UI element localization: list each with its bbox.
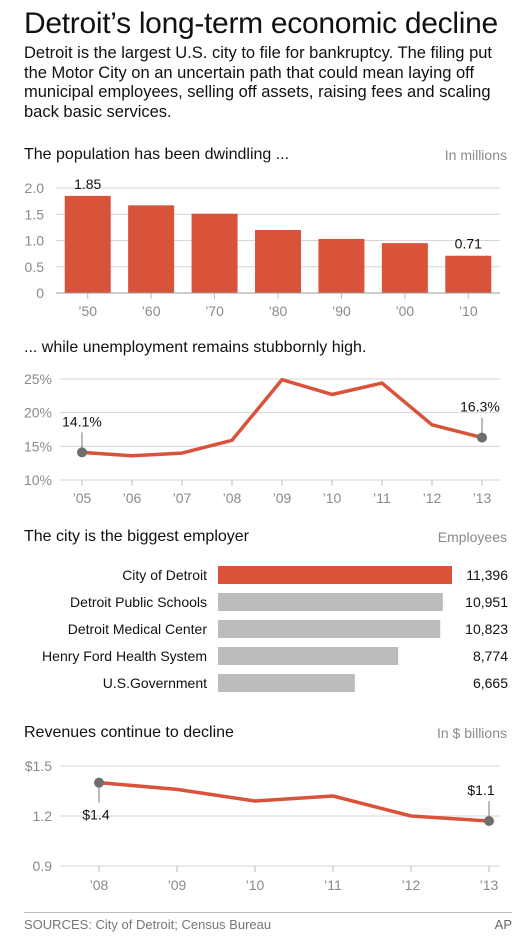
y-tick-label: 0.9 <box>33 858 53 874</box>
employer-value: 8,774 <box>473 648 508 664</box>
y-tick-label: 1.5 <box>25 206 45 222</box>
revenue-line <box>98 780 490 823</box>
population-bar <box>318 238 365 293</box>
y-tick-label: 20% <box>24 405 52 421</box>
employer-bar <box>218 674 355 692</box>
employer-value: 11,396 <box>466 567 508 583</box>
population-title: The population has been dwindling ... <box>24 146 290 163</box>
x-tick-label: ’13 <box>473 490 492 506</box>
population-bar <box>381 243 428 293</box>
employer-name: Detroit Medical Center <box>68 621 208 637</box>
employer-bar <box>218 620 441 638</box>
population-unit: In millions <box>444 147 507 163</box>
y-tick-label: 15% <box>24 438 52 454</box>
data-label: $1.4 <box>82 807 109 823</box>
employer-name: U.S.Government <box>103 675 207 691</box>
x-tick-label: ’05 <box>73 490 92 506</box>
endpoint-marker <box>477 432 487 443</box>
employers-title: The city is the biggest employer <box>24 528 249 545</box>
employer-value: 6,665 <box>473 675 508 691</box>
revenues-chart: 0.9 1.2 $1.5 ’08 ’09 ’10 ’11 ’12 ’13 $1.4 $1.1 <box>25 758 500 893</box>
x-tick-label: ’80 <box>269 303 288 319</box>
x-tick-label: ’09 <box>168 877 187 893</box>
x-tick-label: ’12 <box>402 877 421 893</box>
y-tick-label: 1.2 <box>33 808 53 824</box>
x-tick-label: ’13 <box>480 877 499 893</box>
y-tick-label: 10% <box>24 472 52 488</box>
x-tick-label: ’08 <box>223 490 242 506</box>
y-tick-label: 0 <box>36 285 44 301</box>
data-label: $1.1 <box>467 782 494 798</box>
population-bar <box>255 230 301 293</box>
employer-bar <box>218 593 443 611</box>
employers-chart: City of Detroit 11,396 Detroit Public Scho… <box>42 566 508 692</box>
endpoint-marker <box>94 777 104 788</box>
x-tick-label: ’09 <box>273 490 292 506</box>
population-bar <box>191 213 238 293</box>
x-tick-label: ’60 <box>142 303 161 319</box>
x-tick-label: ’00 <box>396 303 415 319</box>
x-tick-label: ’11 <box>373 490 391 506</box>
x-tick-label: ’10 <box>323 490 342 506</box>
population-bar <box>128 205 175 293</box>
x-tick-label: ’10 <box>246 877 265 893</box>
revenues-unit: In $ billions <box>436 725 507 741</box>
x-tick-label: ’70 <box>205 303 224 319</box>
data-label: 14.1% <box>62 413 102 429</box>
unemployment-title: ... while unemployment remains stubbornl… <box>24 339 367 356</box>
employer-name: Henry Ford Health System <box>42 648 207 664</box>
intro-text: Detroit is the largest U.S. city to file… <box>24 44 493 121</box>
data-label: 1.85 <box>74 176 101 192</box>
employers-unit: Employees <box>437 529 507 545</box>
employer-value: 10,823 <box>465 621 508 637</box>
x-tick-label: ’11 <box>324 877 342 893</box>
population-bar <box>445 255 492 293</box>
employer-value: 10,951 <box>465 594 508 610</box>
unemployment-chart: 10% 15% 20% 25% ’05 ’06 ’07 ’08 ’09 ’10 ’11 ’12 ’13 1… <box>24 371 500 506</box>
footer: SOURCES: City of Detroit; Census Bureau … <box>24 912 512 932</box>
page-title: Detroit’s long-term economic decline <box>24 7 498 40</box>
x-tick-label: ’08 <box>90 877 109 893</box>
y-tick-label: 0.5 <box>25 259 45 275</box>
credit-label: AP <box>494 917 512 932</box>
y-tick-label: 2.0 <box>25 180 45 196</box>
data-label: 0.71 <box>455 236 482 252</box>
endpoint-marker <box>77 447 87 458</box>
x-tick-label: ’50 <box>78 303 97 319</box>
unemployment-line <box>81 377 483 458</box>
employer-name: City of Detroit <box>122 567 207 583</box>
y-tick-label: $1.5 <box>25 758 52 774</box>
employer-bar <box>218 647 399 665</box>
endpoint-marker <box>484 816 494 826</box>
x-tick-label: ’07 <box>173 490 192 506</box>
y-tick-label: 1.0 <box>25 233 45 249</box>
revenues-title: Revenues continue to decline <box>24 724 234 741</box>
y-tick-label: 25% <box>24 371 52 387</box>
x-tick-label: ’12 <box>423 490 442 506</box>
employer-bar <box>218 566 452 584</box>
data-label: 16.3% <box>460 399 500 415</box>
x-tick-label: ’90 <box>332 303 351 319</box>
population-chart: 0 0.5 1.0 1.5 2.0 ’50 1.85 ’60 ’70 ’80 ’90 ’00 ’10 0.… <box>25 176 500 319</box>
x-tick-label: ’10 <box>459 303 478 319</box>
x-tick-label: ’06 <box>123 490 142 506</box>
population-bar <box>64 195 111 293</box>
sources-note: SOURCES: City of Detroit; Census Bureau <box>24 917 272 932</box>
employer-name: Detroit Public Schools <box>70 594 207 610</box>
